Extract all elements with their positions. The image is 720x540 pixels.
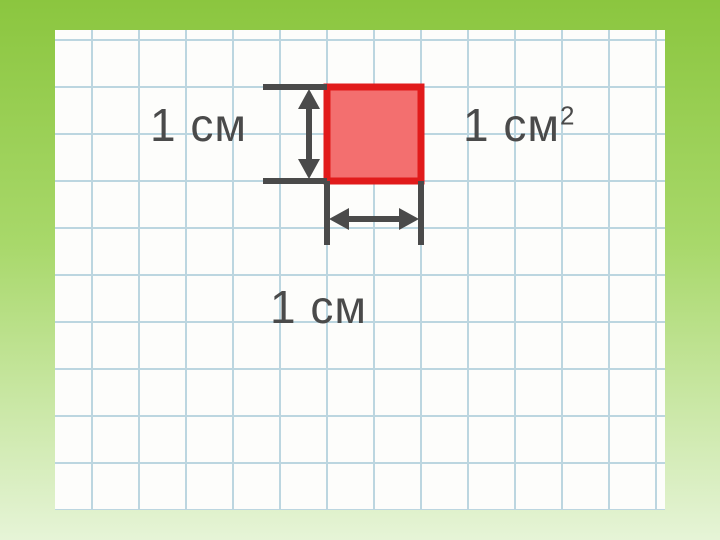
slide-background: 1 см 1 см 1 см2	[0, 0, 720, 540]
area-label: 1 см2	[463, 98, 575, 152]
width-label: 1 см	[270, 280, 367, 334]
area-label-exponent: 2	[560, 101, 575, 131]
height-label: 1 см	[150, 98, 247, 152]
graph-paper: 1 см 1 см 1 см2	[55, 30, 665, 510]
area-label-base: 1 см	[463, 99, 560, 151]
